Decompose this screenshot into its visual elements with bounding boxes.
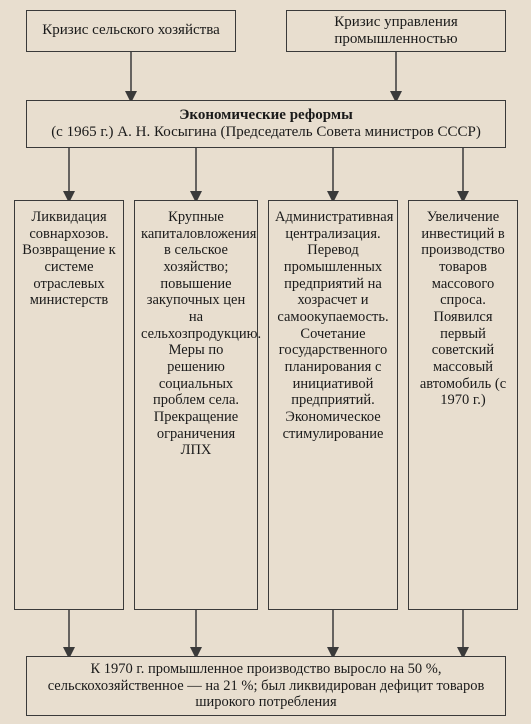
node-bottom-text: К 1970 г. промышленное производство выро… [33,661,499,711]
node-col1: Ликвидация совнархозов. Возвращение к си… [14,200,124,610]
node-center: Экономические реформы (с 1965 г.) А. Н. … [26,100,506,148]
node-col4: Увеличение инвестиций в производство тов… [408,200,518,610]
node-top_left: Кризис сельского хозяйства [26,10,236,52]
node-bottom: К 1970 г. промышленное производство выро… [26,656,506,716]
node-col2-text: Крупные капиталовложения в сельское хозя… [141,209,251,459]
node-col4-text: Увеличение инвестиций в производство тов… [415,209,511,409]
node-center-bold: Экономические реформы [179,107,353,123]
node-top_right: Кризис управления промышленностью [286,10,506,52]
node-center-rest: (с 1965 г.) А. Н. Косыгина (Председатель… [33,124,499,141]
node-col3-text: Административная централизация. Перевод … [275,209,391,442]
node-top_right-text: Кризис управления промышленностью [293,14,499,49]
node-col3: Административная централизация. Перевод … [268,200,398,610]
node-center-text: Экономические реформы (с 1965 г.) А. Н. … [33,107,499,142]
node-col1-text: Ликвидация совнархозов. Возвращение к си… [21,209,117,309]
node-top_left-text: Кризис сельского хозяйства [33,22,229,39]
node-col2: Крупные капиталовложения в сельское хозя… [134,200,258,610]
